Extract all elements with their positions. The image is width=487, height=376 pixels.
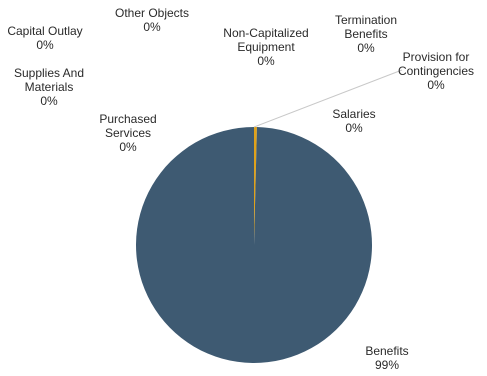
label-benefits: Benefits 99% <box>365 344 408 372</box>
label-capital-outlay: Capital Outlay 0% <box>7 24 82 52</box>
slice-benefits <box>136 127 373 364</box>
leader-line <box>253 69 403 128</box>
pie-labels: Salaries 0% Provision for Contingencies 0%Te… <box>7 6 474 372</box>
slice-salaries <box>254 127 257 245</box>
label-other-objects: Other Objects 0% <box>115 6 189 34</box>
label-provision-for-contingencies: Provision for Contingencies 0% <box>398 50 474 92</box>
label-supplies-and-materials: Supplies And Materials 0% <box>14 66 84 108</box>
label-salaries: Salaries 0% <box>332 107 375 135</box>
label-termination-benefits: Termination Benefits 0% <box>335 13 397 55</box>
pie-slices <box>136 127 373 364</box>
label-non-capitalized-equipment: Non-Capitalized Equipment 0% <box>223 26 308 68</box>
label-purchased-services: Purchased Services 0% <box>99 112 156 154</box>
